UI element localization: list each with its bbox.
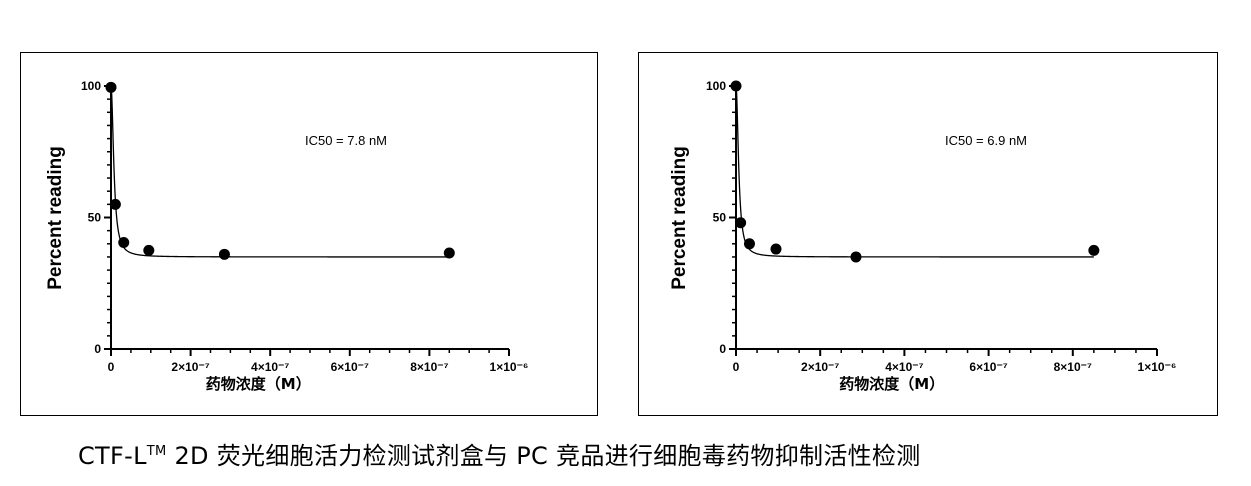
x-tick-label: 0: [733, 360, 740, 374]
caption-suffix: 2D 荧光细胞活力检测试剂盒与 PC 竞品进行细胞毒药物抑制活性检测: [166, 442, 921, 470]
chart-panel-right: 0 50 100 0 2×10⁻⁷ 4×10⁻⁷ 6×10⁻⁷ 8×10⁻⁷ 1×10⁻⁶ Per…: [638, 52, 1218, 416]
x-tick-label: 0: [108, 360, 115, 374]
ic50-annotation: IC50 = 7.8 nM: [305, 133, 387, 148]
y-tick-label: 0: [94, 342, 101, 356]
x-tick-label: 4×10⁻⁷: [251, 360, 289, 374]
y-axis-label: Percent reading: [45, 146, 66, 290]
x-tick-label: 2×10⁻⁷: [171, 360, 209, 374]
fit-curve: [735, 85, 1094, 258]
caption-trademark: TM: [146, 444, 167, 459]
x-tick-label: 6×10⁻⁷: [969, 360, 1007, 374]
figure-caption: CTF-LTM 2D 荧光细胞活力检测试剂盒与 PC 竞品进行细胞毒药物抑制活性…: [78, 436, 921, 471]
data-point: [105, 81, 117, 93]
fit-curve: [110, 85, 450, 258]
data-point: [850, 251, 862, 263]
data-point: [143, 244, 155, 256]
x-tick-label: 8×10⁻⁷: [410, 360, 448, 374]
y-tick-label: 100: [706, 79, 726, 93]
x-tick-label: 4×10⁻⁷: [885, 360, 923, 374]
caption-prefix: CTF-L: [78, 442, 147, 470]
x-tick-label: 1×10⁻⁶: [490, 360, 529, 374]
x-tick-label: 1×10⁻⁶: [1138, 360, 1177, 374]
x-tick-label: 2×10⁻⁷: [801, 360, 839, 374]
data-point: [770, 243, 782, 255]
y-tick-label: 0: [719, 342, 726, 356]
chart-right: 0 50 100 0 2×10⁻⁷ 4×10⁻⁷ 6×10⁻⁷ 8×10⁻⁷ 1×10⁻⁶ Per…: [669, 79, 1177, 393]
data-point: [1088, 244, 1100, 256]
chart-panel-left: 0 50 100 0 2×10⁻⁷ 4×10⁻⁷ 6×10⁻⁷ 8×10⁻⁷ 1×10⁻⁶ Per…: [20, 52, 598, 416]
data-point: [118, 236, 130, 248]
x-axis-label: 药物浓度（M）: [839, 375, 944, 393]
y-tick-label: 50: [713, 211, 727, 225]
x-tick-label: 6×10⁻⁷: [331, 360, 369, 374]
ic50-annotation: IC50 = 6.9 nM: [945, 133, 1027, 148]
x-tick-label: 8×10⁻⁷: [1054, 360, 1092, 374]
chart-left: 0 50 100 0 2×10⁻⁷ 4×10⁻⁷ 6×10⁻⁷ 8×10⁻⁷ 1×10⁻⁶ Per…: [45, 79, 529, 393]
data-point: [218, 248, 230, 260]
x-axis-label: 药物浓度（M）: [206, 375, 311, 393]
y-tick-label: 100: [81, 79, 101, 93]
data-point: [743, 238, 755, 250]
data-point: [443, 247, 455, 259]
data-point: [730, 80, 742, 92]
data-point: [735, 217, 747, 229]
y-axis-label: Percent reading: [669, 146, 690, 290]
y-tick-label: 50: [88, 211, 102, 225]
data-point: [109, 198, 121, 210]
